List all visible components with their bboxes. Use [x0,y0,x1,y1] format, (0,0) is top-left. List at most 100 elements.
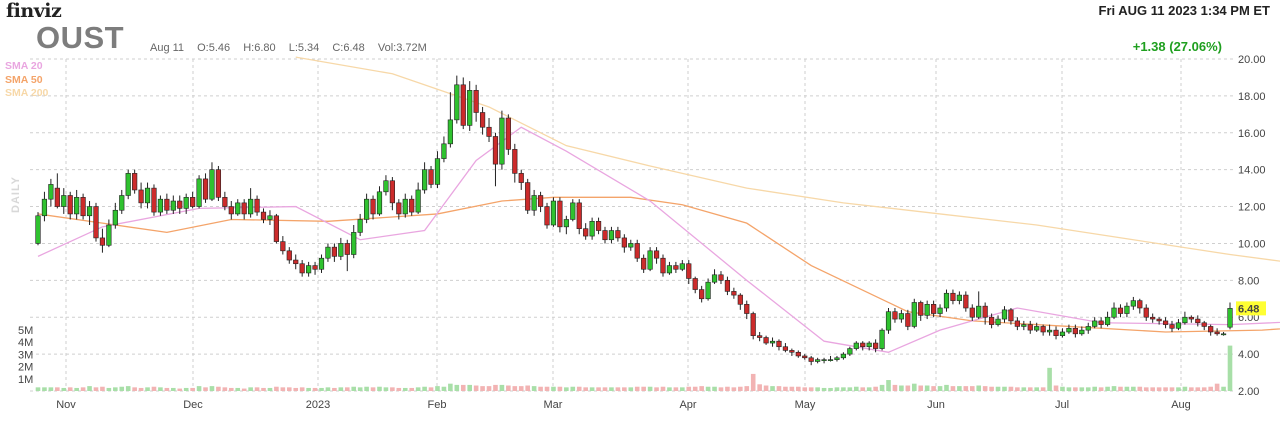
volume-bar [718,387,724,391]
candle-body [1124,305,1130,314]
candle-body [686,263,692,279]
x-tick-label: Aug [1171,399,1191,411]
candle [795,350,801,358]
x-tick-label: May [795,399,816,411]
candle [428,165,434,189]
candle-body [589,221,595,237]
candle [512,143,518,183]
candle-body [924,304,930,316]
last-price-marker [1236,301,1266,316]
candle [956,291,962,305]
candle-body [615,230,621,239]
candle [789,348,795,356]
candle [209,162,215,202]
volume-bar [1111,386,1117,391]
candle [641,254,647,273]
candle [312,261,318,275]
volume-bar [1227,345,1233,391]
candle [898,309,904,323]
volume-bar [216,386,221,391]
candle-body [447,119,453,145]
candle [757,331,763,342]
candle-body [860,342,866,348]
candle-body [409,198,415,213]
candle [1111,302,1117,320]
candle [1085,322,1091,334]
volume-bar [602,387,608,391]
volume-bar [712,386,717,391]
x-tick-label: Dec [183,399,203,411]
volume-bar [164,387,170,391]
volume-bar [667,387,672,391]
candle-body [61,195,67,207]
candle-body [402,198,408,215]
candle [138,182,144,209]
candle-body [1150,316,1156,320]
volume-bar [963,386,969,391]
candle-body [911,302,917,327]
candle [376,186,383,216]
volume-bar [763,385,769,391]
volume-bar [557,386,563,391]
volume-bar [1176,387,1181,391]
candle-body [821,359,827,361]
candle-body [1008,309,1014,322]
candle-body [847,348,853,355]
volume-bar [699,386,704,391]
volume-bar [937,386,943,391]
volume-bar [576,386,582,391]
candle [125,169,131,200]
candle-body [789,350,795,353]
candle [1195,315,1201,327]
candle [1014,317,1020,331]
volume-bar [1163,387,1168,391]
volume-bar [834,387,840,391]
candle [879,328,885,351]
candle-body [1040,326,1046,333]
candle [1220,331,1227,336]
volume-bar [1182,386,1188,391]
candle [1208,324,1214,336]
candle [151,184,157,216]
volume-bar [860,387,866,391]
candle [531,189,537,216]
candle [460,77,466,130]
volume-bar [171,387,176,391]
candle [260,208,267,224]
candle [273,213,280,244]
candle-body [351,232,357,255]
sma20-line [37,126,1280,353]
candle [499,110,505,170]
candle-body [802,355,808,359]
volume-bar [905,385,911,391]
volume-bar [35,387,41,391]
volume-bar [119,386,125,391]
candle [492,132,499,187]
volume-bar [377,386,382,391]
candle-body [744,304,750,314]
candle-body [653,250,660,259]
volume-bar [203,387,208,391]
candle [196,175,202,209]
volume-bar [525,385,530,391]
volume-bar [1143,387,1149,391]
volume-bar [1214,383,1220,391]
candle-body [202,178,209,200]
volume-bar [564,387,569,391]
candle [950,289,956,305]
volume-bar [802,387,808,391]
candle [537,191,544,213]
candle-body [228,206,234,215]
finviz-logo[interactable]: finviz [6,0,62,22]
candle [769,337,776,347]
candle-body [525,182,531,211]
volume-bar [847,387,853,391]
volume-bar [821,387,827,391]
candle [988,313,995,329]
candle [383,175,389,196]
candle-body [731,291,737,296]
candle-body [441,143,447,159]
candle [112,202,118,229]
volume-bar [622,387,627,391]
